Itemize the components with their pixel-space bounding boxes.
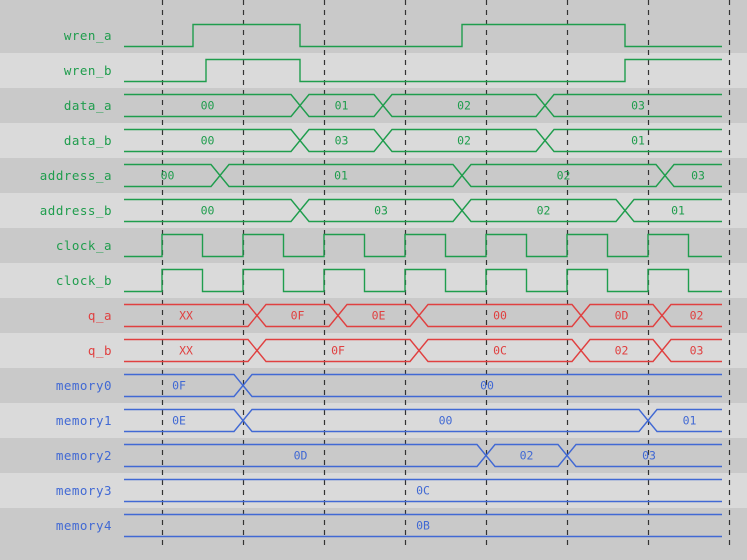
signal-trace-data_a [124,93,722,118]
signal-label-memory1[interactable]: memory1 [55,413,112,428]
signal-trace-clock_a [124,233,722,258]
signal-label-q_a[interactable]: q_a [87,308,112,323]
signal-label-data_b[interactable]: data_b [63,133,112,148]
signal-label-wren_a[interactable]: wren_a [63,28,112,43]
signal-label-memory0[interactable]: memory0 [55,378,112,393]
signal-label-wren_b[interactable]: wren_b [63,63,112,78]
signal-trace-q_a [124,303,722,328]
signal-trace-wren_b [124,58,722,83]
signal-trace-address_b [124,198,722,223]
signal-label-memory4[interactable]: memory4 [55,518,112,533]
signal-label-q_b[interactable]: q_b [87,343,112,358]
signal-trace-clock_b [124,268,722,293]
signal-label-memory2[interactable]: memory2 [55,448,112,463]
signal-label-address_b[interactable]: address_b [39,203,112,218]
signal-trace-address_a [124,163,722,188]
signal-label-address_a[interactable]: address_a [39,168,112,183]
signal-trace-wren_a [124,23,722,48]
signal-label-memory3[interactable]: memory3 [55,483,112,498]
signal-label-data_a[interactable]: data_a [63,98,112,113]
signal-label-clock_b[interactable]: clock_b [55,273,112,288]
signal-trace-memory4 [124,513,722,538]
signal-trace-q_b [124,338,722,363]
signal-trace-data_b [124,128,722,153]
signal-trace-memory2 [124,443,722,468]
signal-label-clock_a[interactable]: clock_a [55,238,112,253]
signal-trace-memory0 [124,373,722,398]
signal-trace-memory1 [124,408,722,433]
signal-trace-memory3 [124,478,722,503]
